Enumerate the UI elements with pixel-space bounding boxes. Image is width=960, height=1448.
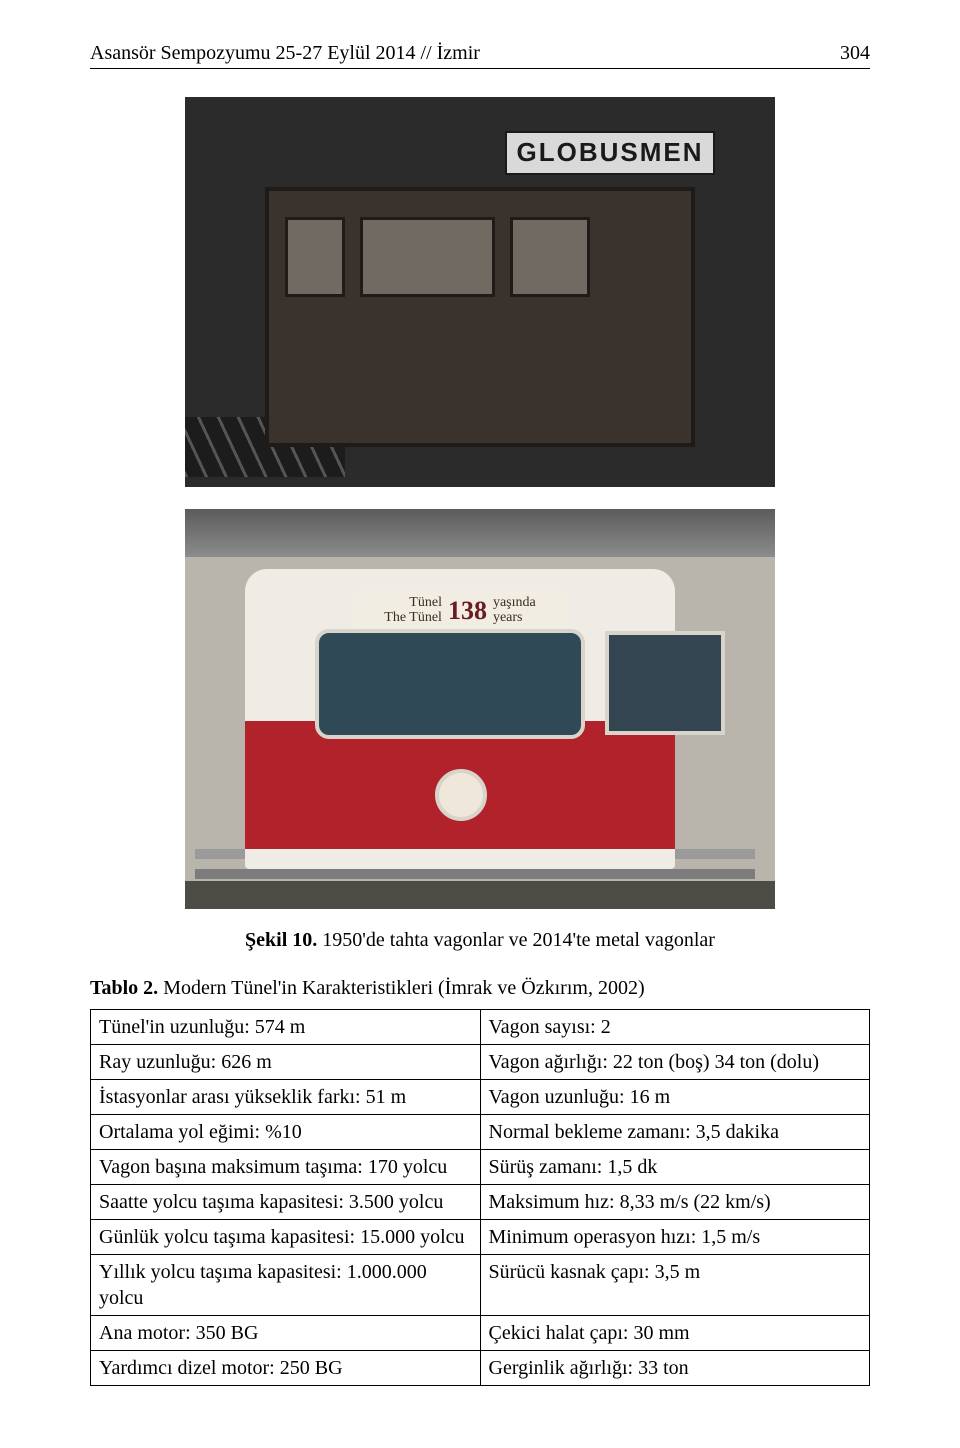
page-header: Asansör Sempozyumu 25-27 Eylül 2014 // İ… [90, 40, 870, 69]
figure-1-image: GLOBUSMEN [185, 97, 775, 487]
caption-label: Şekil 10. [245, 929, 317, 951]
table-cell: İstasyonlar arası yükseklik farkı: 51 m [91, 1080, 481, 1115]
decorative-shape [285, 217, 345, 297]
page-number: 304 [840, 40, 870, 66]
decorative-shape [315, 629, 585, 739]
table-title: Tablo 2. Modern Tünel'in Karakteristikle… [90, 975, 870, 1001]
table-row: Ray uzunluğu: 626 mVagon ağırlığı: 22 to… [91, 1045, 870, 1080]
plaque-left: Tünel The Tünel [384, 596, 442, 625]
decorative-shape [185, 509, 775, 557]
decorative-shape [195, 869, 755, 879]
table-row: Tünel'in uzunluğu: 574 mVagon sayısı: 2 [91, 1010, 870, 1045]
caption-text: 1950'de tahta vagonlar ve 2014'te metal … [317, 929, 715, 951]
table-cell: Ray uzunluğu: 626 m [91, 1045, 481, 1080]
table-row: Günlük yolcu taşıma kapasitesi: 15.000 y… [91, 1220, 870, 1255]
plaque-number: 138 [442, 597, 493, 624]
table-cell: Sürüş zamanı: 1,5 dk [480, 1150, 870, 1185]
table-cell: Vagon ağırlığı: 22 ton (boş) 34 ton (dol… [480, 1045, 870, 1080]
figures-block: GLOBUSMEN Tünel The Tünel 138 yaşında ye… [90, 97, 870, 909]
table-title-label: Tablo 2. [90, 977, 158, 999]
table-row: Yıllık yolcu taşıma kapasitesi: 1.000.00… [91, 1255, 870, 1316]
plaque-text: The Tünel [384, 610, 442, 625]
decorative-shape: Tünel The Tünel 138 yaşında years [245, 569, 675, 869]
table-cell: Çekici halat çapı: 30 mm [480, 1316, 870, 1351]
plaque-text: yaşında [493, 595, 536, 610]
figure-caption: Şekil 10. 1950'de tahta vagonlar ve 2014… [90, 927, 870, 953]
table-row: Vagon başına maksimum taşıma: 170 yolcuS… [91, 1150, 870, 1185]
figure-2-image: Tünel The Tünel 138 yaşında years [185, 509, 775, 909]
car-plaque: Tünel The Tünel 138 yaşında years [355, 591, 565, 631]
table-cell: Tünel'in uzunluğu: 574 m [91, 1010, 481, 1045]
sign-label: GLOBUSMEN [505, 131, 715, 175]
table-row: Yardımcı dizel motor: 250 BGGerginlik ağ… [91, 1351, 870, 1386]
decorative-shape [605, 631, 725, 735]
decorative-shape [510, 217, 590, 297]
table-cell: Ortalama yol eğimi: %10 [91, 1115, 481, 1150]
table-row: Ortalama yol eğimi: %10Normal bekleme za… [91, 1115, 870, 1150]
table-cell: Vagon sayısı: 2 [480, 1010, 870, 1045]
table-cell: Saatte yolcu taşıma kapasitesi: 3.500 yo… [91, 1185, 481, 1220]
table-cell: Günlük yolcu taşıma kapasitesi: 15.000 y… [91, 1220, 481, 1255]
table-cell: Normal bekleme zamanı: 3,5 dakika [480, 1115, 870, 1150]
table-cell: Vagon başına maksimum taşıma: 170 yolcu [91, 1150, 481, 1185]
plaque-text: years [493, 610, 523, 625]
table-cell: Sürücü kasnak çapı: 3,5 m [480, 1255, 870, 1316]
specs-table: Tünel'in uzunluğu: 574 mVagon sayısı: 2R… [90, 1009, 870, 1386]
table-row: İstasyonlar arası yükseklik farkı: 51 mV… [91, 1080, 870, 1115]
table-cell: Yardımcı dizel motor: 250 BG [91, 1351, 481, 1386]
table-cell: Minimum operasyon hızı: 1,5 m/s [480, 1220, 870, 1255]
table-cell: Gerginlik ağırlığı: 33 ton [480, 1351, 870, 1386]
header-title: Asansör Sempozyumu 25-27 Eylül 2014 // İ… [90, 40, 480, 66]
table-row: Ana motor: 350 BGÇekici halat çapı: 30 m… [91, 1316, 870, 1351]
decorative-shape [185, 881, 775, 909]
table-title-text: Modern Tünel'in Karakteristikleri (İmrak… [158, 977, 644, 999]
plaque-right: yaşında years [493, 596, 536, 625]
table-cell: Maksimum hız: 8,33 m/s (22 km/s) [480, 1185, 870, 1220]
emblem-icon [435, 769, 487, 821]
table-row: Saatte yolcu taşıma kapasitesi: 3.500 yo… [91, 1185, 870, 1220]
table-cell: Ana motor: 350 BG [91, 1316, 481, 1351]
table-cell: Vagon uzunluğu: 16 m [480, 1080, 870, 1115]
plaque-text: Tünel [409, 595, 442, 610]
table-cell: Yıllık yolcu taşıma kapasitesi: 1.000.00… [91, 1255, 481, 1316]
decorative-shape [360, 217, 495, 297]
